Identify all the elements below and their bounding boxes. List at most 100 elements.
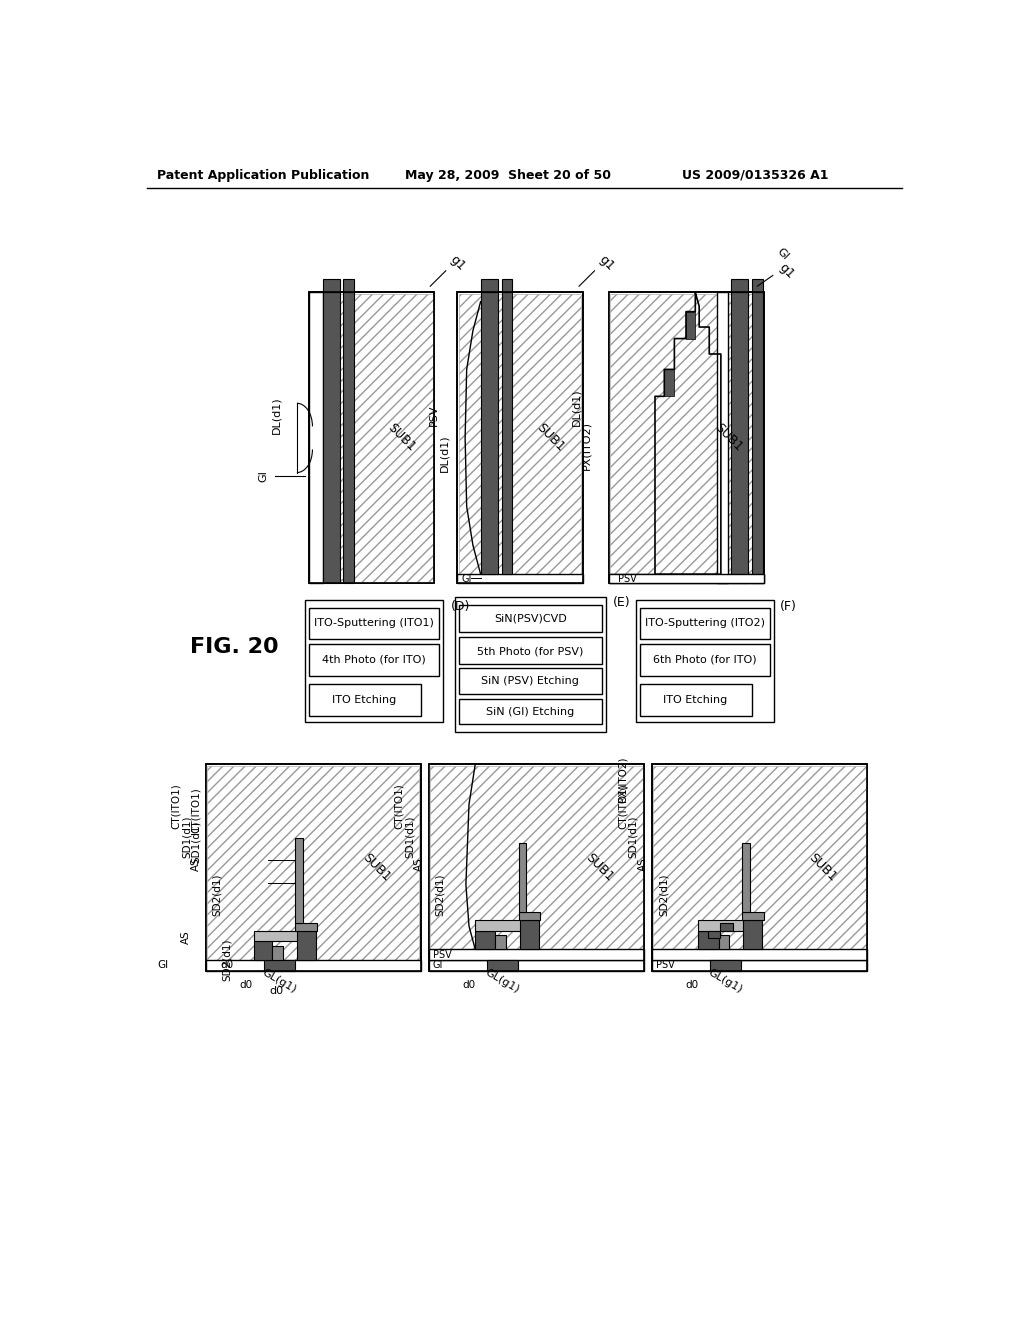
Text: SUB1: SUB1 <box>806 851 839 884</box>
Bar <box>458 574 583 583</box>
Bar <box>731 293 748 583</box>
Bar <box>652 764 867 970</box>
Text: DL(d1): DL(d1) <box>571 388 581 426</box>
Text: SD2(d1): SD2(d1) <box>658 874 669 916</box>
Text: AS: AS <box>181 931 191 944</box>
Text: GI: GI <box>775 246 791 261</box>
Text: GL(g1): GL(g1) <box>260 968 298 995</box>
Text: DL(d1): DL(d1) <box>271 396 281 434</box>
Bar <box>308 684 421 715</box>
Bar <box>430 766 643 969</box>
Text: d0: d0 <box>686 979 698 990</box>
Bar <box>475 931 496 949</box>
Text: CT(ITO1): CT(ITO1) <box>191 788 201 833</box>
Bar <box>719 936 729 949</box>
Bar <box>297 931 315 960</box>
Bar <box>206 766 420 970</box>
Bar <box>741 843 750 912</box>
Bar <box>652 960 867 970</box>
Text: GI: GI <box>158 960 168 970</box>
Bar <box>665 370 674 396</box>
Text: 6th Photo (for ITO): 6th Photo (for ITO) <box>652 655 757 665</box>
Bar <box>429 766 643 970</box>
Text: CT(ITO1): CT(ITO1) <box>171 783 181 829</box>
Bar <box>653 766 866 969</box>
Text: PSV: PSV <box>617 574 637 583</box>
Text: GI: GI <box>461 574 472 583</box>
Bar <box>254 931 314 941</box>
Bar <box>731 279 748 293</box>
Text: (D): (D) <box>451 601 470 612</box>
Bar <box>207 766 420 969</box>
Text: SUB1: SUB1 <box>712 421 745 454</box>
Bar <box>295 923 317 931</box>
Bar <box>609 293 763 582</box>
Text: GI: GI <box>432 961 443 970</box>
Text: (F): (F) <box>779 601 797 612</box>
Bar <box>640 609 770 639</box>
Text: 5th Photo (for PSV): 5th Photo (for PSV) <box>477 647 584 656</box>
Text: g1: g1 <box>776 260 797 281</box>
Bar <box>206 960 421 970</box>
Text: GI: GI <box>259 470 268 482</box>
Text: SD2(d1): SD2(d1) <box>212 874 222 916</box>
Text: d0: d0 <box>269 986 283 995</box>
Text: SUB1: SUB1 <box>359 851 392 884</box>
Text: d0: d0 <box>240 979 252 990</box>
Bar <box>343 293 354 583</box>
Bar <box>308 293 434 583</box>
Bar <box>502 293 512 574</box>
Bar <box>608 574 764 583</box>
Text: PSV: PSV <box>429 404 439 425</box>
Text: Patent Application Publication: Patent Application Publication <box>158 169 370 182</box>
Text: ITO Etching: ITO Etching <box>664 694 727 705</box>
Bar <box>480 279 498 293</box>
Text: SD1(d1): SD1(d1) <box>629 816 638 858</box>
Bar <box>698 920 761 931</box>
Text: SiN (GI) Etching: SiN (GI) Etching <box>486 708 574 717</box>
Bar <box>652 764 867 970</box>
Bar <box>459 700 602 725</box>
Bar <box>608 293 764 583</box>
Bar <box>486 960 518 970</box>
Text: AS: AS <box>415 857 424 871</box>
Text: g1: g1 <box>447 253 468 273</box>
Bar <box>480 293 498 574</box>
Text: SUB1: SUB1 <box>583 851 615 884</box>
Text: SD1(d1): SD1(d1) <box>406 816 415 858</box>
Text: GL(g1): GL(g1) <box>483 968 521 995</box>
Bar <box>323 293 340 583</box>
Text: SD1(d1): SD1(d1) <box>182 816 191 858</box>
Text: (E): (E) <box>613 597 631 610</box>
Bar <box>520 920 539 949</box>
Text: PSV: PSV <box>655 961 675 970</box>
Bar <box>458 293 583 582</box>
Bar <box>459 294 582 582</box>
Text: d0: d0 <box>220 960 233 970</box>
Text: AS: AS <box>191 857 201 871</box>
Bar <box>295 838 303 923</box>
Bar <box>206 764 421 970</box>
Bar <box>343 279 354 293</box>
Bar <box>752 293 763 583</box>
Bar <box>502 279 512 293</box>
Bar <box>429 764 644 970</box>
Bar <box>308 609 438 639</box>
Text: CT(ITO1): CT(ITO1) <box>617 783 628 829</box>
Text: ITO Etching: ITO Etching <box>332 694 396 705</box>
Text: US 2009/0135326 A1: US 2009/0135326 A1 <box>683 169 829 182</box>
Bar <box>652 766 866 970</box>
Bar <box>608 574 764 583</box>
Bar <box>459 638 602 664</box>
Text: SiN (PSV) Etching: SiN (PSV) Etching <box>481 676 580 686</box>
Bar <box>475 920 538 931</box>
Text: ITO-Sputtering (ITO2): ITO-Sputtering (ITO2) <box>644 619 765 628</box>
Bar <box>458 293 583 583</box>
Bar <box>708 931 720 939</box>
Bar <box>308 644 438 676</box>
Bar <box>305 601 442 722</box>
Text: d0: d0 <box>463 979 475 990</box>
Text: SD1(d1): SD1(d1) <box>191 820 201 863</box>
Bar <box>710 960 741 970</box>
Bar <box>310 294 432 582</box>
